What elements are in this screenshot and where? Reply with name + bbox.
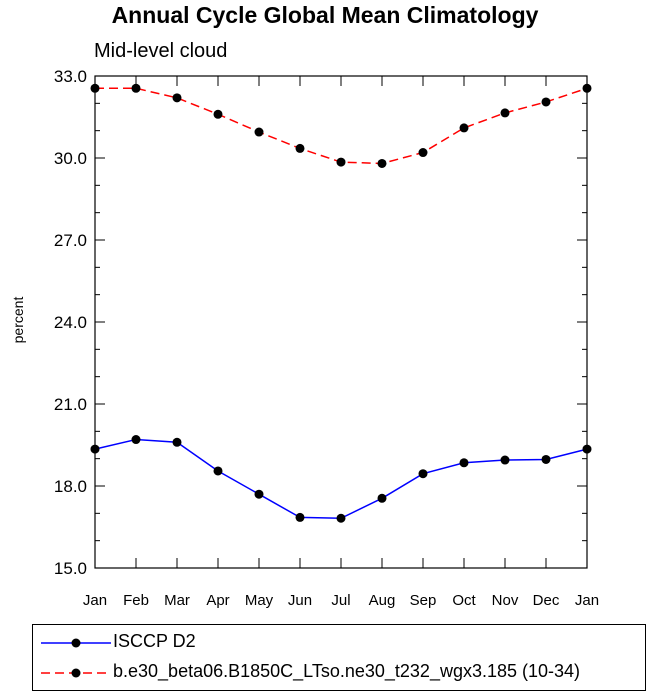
x-tick-label: Oct bbox=[452, 592, 476, 609]
series-2-point bbox=[541, 97, 551, 107]
y-tick-label: 30.0 bbox=[54, 149, 87, 168]
x-tick-label: Apr bbox=[206, 592, 229, 609]
x-tick-label: Jun bbox=[288, 592, 312, 609]
legend-swatch-series-2 bbox=[41, 668, 111, 678]
y-tick-label: 21.0 bbox=[54, 395, 87, 414]
x-tick-label: Dec bbox=[533, 592, 560, 609]
series-1-point bbox=[500, 455, 510, 465]
series-1-point bbox=[172, 437, 182, 447]
series-1-point bbox=[541, 454, 551, 464]
x-tick-label: May bbox=[245, 592, 274, 609]
x-tick-label: Nov bbox=[492, 592, 519, 609]
series-1-point bbox=[213, 466, 223, 476]
series-1-point bbox=[336, 513, 346, 523]
chart-subtitle: Mid-level cloud bbox=[94, 40, 228, 62]
series-2-point bbox=[418, 148, 428, 158]
series-1-point bbox=[582, 444, 592, 454]
series-2-point bbox=[377, 158, 387, 168]
series-2-point bbox=[582, 83, 592, 93]
legend-label-series-1: ISCCP D2 bbox=[113, 631, 196, 651]
x-tick-label: Jan bbox=[83, 592, 107, 609]
legend-marker-series-2 bbox=[71, 668, 81, 678]
x-tick-label: Jan bbox=[575, 592, 599, 609]
series-1-point bbox=[377, 493, 387, 503]
series-2-point bbox=[90, 83, 100, 93]
series-2-point bbox=[459, 123, 469, 133]
y-tick-label: 18.0 bbox=[54, 477, 87, 496]
series-line-1 bbox=[94, 438, 588, 520]
legend-item-series-1: ISCCP D2 bbox=[33, 629, 645, 657]
series-2-point bbox=[254, 127, 264, 137]
series-1-point bbox=[131, 435, 141, 445]
series-1-point bbox=[418, 469, 428, 479]
series-1-point bbox=[90, 444, 100, 454]
x-tick-label: Mar bbox=[164, 592, 190, 609]
plot-frame bbox=[94, 75, 588, 569]
series-1-point bbox=[254, 489, 264, 499]
legend-marker-series-1 bbox=[71, 638, 81, 648]
x-tick-label: Sep bbox=[410, 592, 437, 609]
y-tick-label: 33.0 bbox=[54, 67, 87, 86]
series-2-point bbox=[131, 83, 141, 93]
legend-item-series-2: b.e30_beta06.B1850C_LTso.ne30_t232_wgx3.… bbox=[33, 659, 645, 687]
series-2-point bbox=[295, 143, 305, 153]
series-2-point bbox=[172, 93, 182, 103]
y-tick-label: 27.0 bbox=[54, 231, 87, 250]
series-2-point bbox=[500, 108, 510, 118]
x-tick-label: Feb bbox=[123, 592, 149, 609]
legend-swatch-series-1 bbox=[41, 638, 111, 648]
series-1-point bbox=[295, 512, 305, 522]
legend-label-series-2: b.e30_beta06.B1850C_LTso.ne30_t232_wgx3.… bbox=[113, 661, 581, 681]
series-2-point bbox=[213, 109, 223, 119]
chart-title: Annual Cycle Global Mean Climatology bbox=[111, 2, 539, 28]
series-2-point bbox=[336, 157, 346, 167]
chart-plot: 15.0 18.0 21.0 24.0 27.0 30.0 33.0 Jan Feb Mar Apr… bbox=[54, 67, 599, 609]
series-1-point bbox=[459, 458, 469, 468]
y-tick-label: 15.0 bbox=[54, 559, 87, 578]
x-tick-label: Jul bbox=[331, 592, 350, 609]
x-tick-label: Aug bbox=[369, 592, 396, 609]
legend: ISCCP D2 b.e30_beta06.B1850C_LTso.ne30_t… bbox=[32, 624, 646, 691]
y-tick-label: 24.0 bbox=[54, 313, 87, 332]
series-line-2 bbox=[95, 87, 588, 165]
